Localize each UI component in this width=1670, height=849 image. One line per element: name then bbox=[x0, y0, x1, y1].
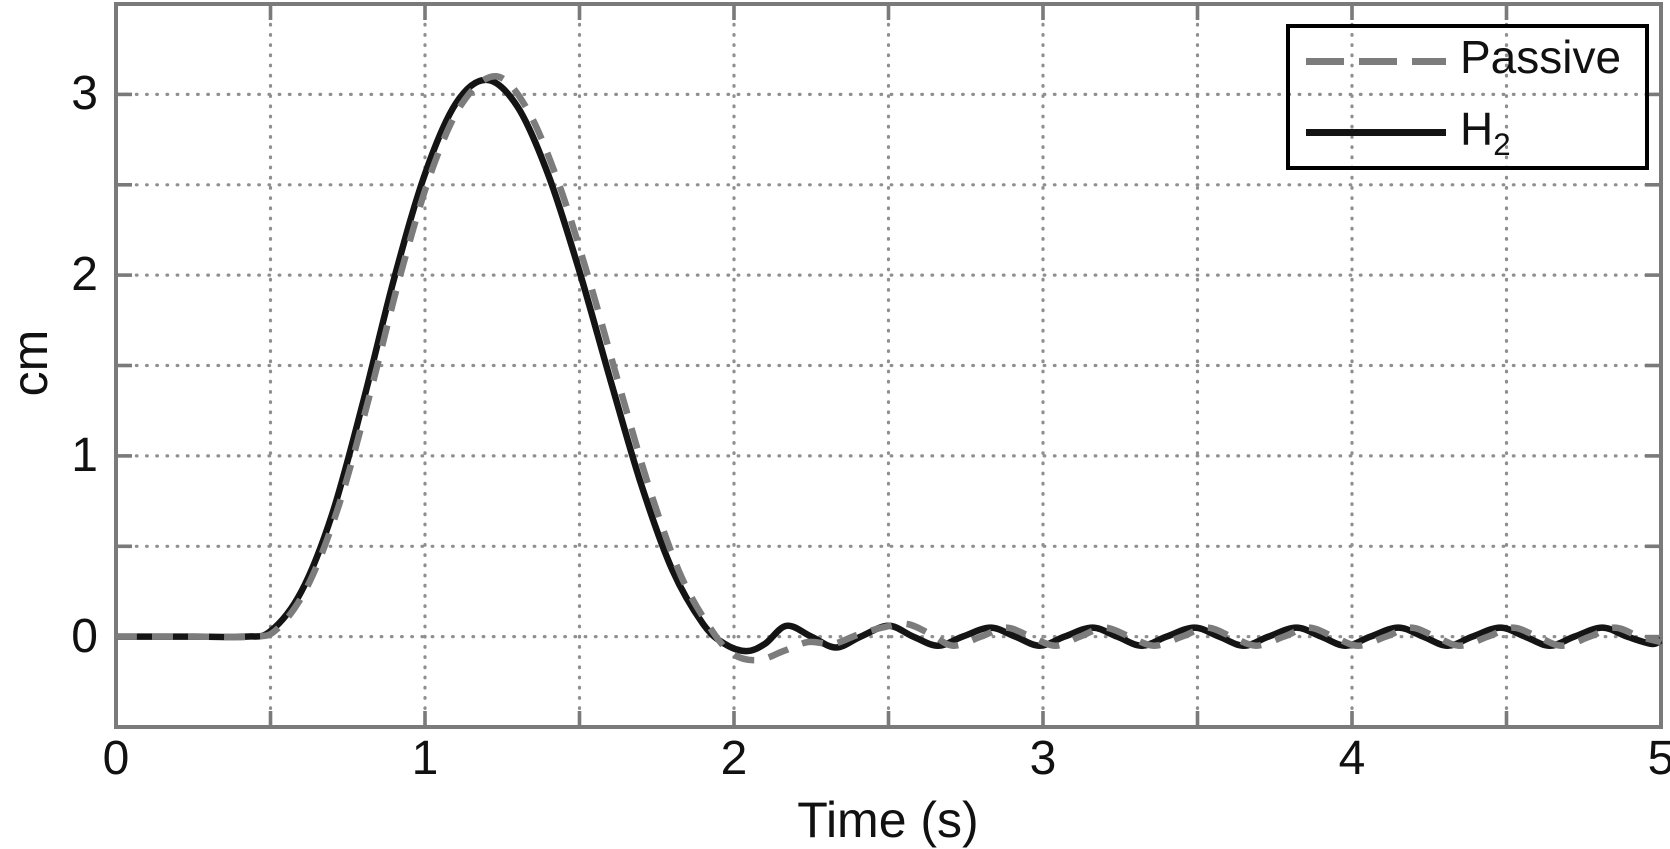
y-axis-label: cm bbox=[2, 329, 58, 397]
x-tick-label: 3 bbox=[1029, 732, 1057, 785]
legend-entry-passive: Passive bbox=[1306, 32, 1645, 91]
legend-label-h2: H2 bbox=[1460, 102, 1511, 162]
x-tick-label: 1 bbox=[411, 732, 439, 785]
x-tick-label: 4 bbox=[1338, 732, 1366, 785]
y-tick-label: 3 bbox=[71, 67, 98, 121]
x-tick-label: 0 bbox=[102, 732, 130, 785]
legend: Passive H2 bbox=[1286, 24, 1649, 170]
legend-entry-h2: H2 bbox=[1306, 102, 1645, 163]
legend-label-passive: Passive bbox=[1460, 30, 1622, 83]
x-axis-label: Time (s) bbox=[797, 792, 979, 848]
y-tick-label: 2 bbox=[71, 248, 98, 302]
x-tick-label: 2 bbox=[720, 732, 748, 785]
series-line-h2 bbox=[116, 76, 1663, 655]
legend-line-sample-passive bbox=[1306, 57, 1446, 65]
y-tick-label: 0 bbox=[71, 609, 98, 663]
legend-line-sample-h2 bbox=[1306, 129, 1446, 137]
series-line-passive bbox=[116, 73, 1662, 664]
y-tick-label: 1 bbox=[71, 428, 98, 482]
x-tick-label: 5 bbox=[1647, 732, 1670, 785]
